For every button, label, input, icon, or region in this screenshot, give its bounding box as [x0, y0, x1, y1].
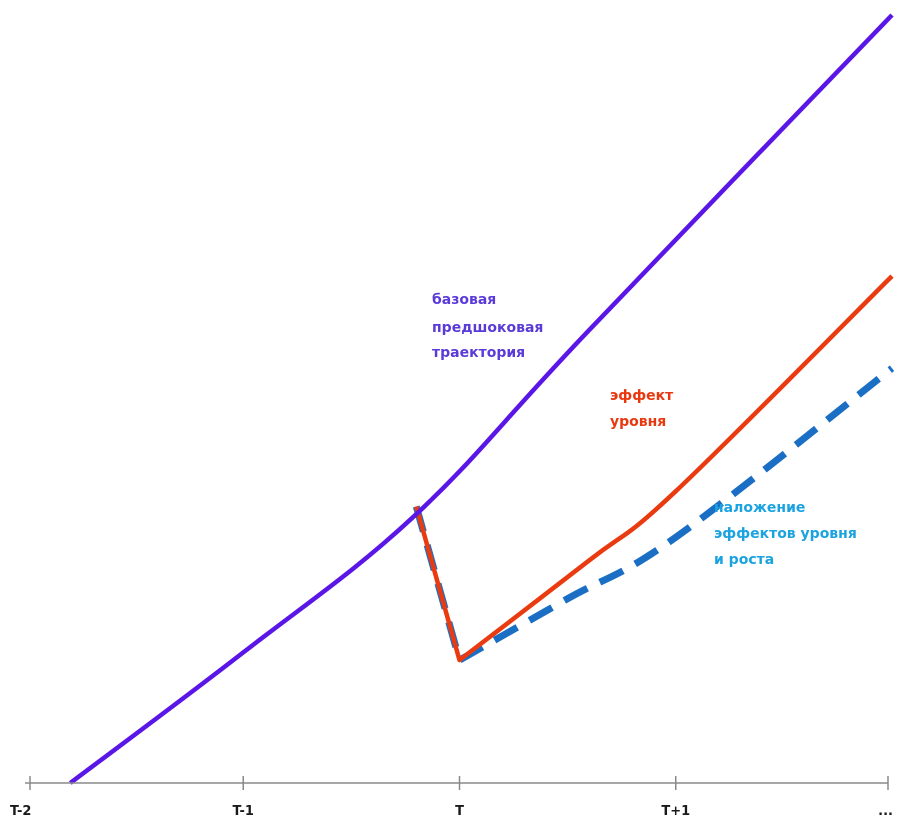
x-tick-label: ...: [878, 804, 893, 819]
x-ticks: T-2 T-1 T T+1...: [10, 776, 893, 819]
series-line-combined-effect: [412, 365, 895, 664]
x-tick-label: T+1: [661, 804, 690, 819]
annotation-level-effect-line-1: эффект: [610, 388, 674, 404]
annotation-combined-effect: наложение эффектов уровня и роста: [714, 500, 862, 568]
series-line-level-effect: [414, 274, 894, 663]
annotation-combined-effect-line-3: и роста: [714, 552, 774, 568]
annotation-baseline-line-3: траектория: [432, 345, 525, 361]
series-layer: [68, 13, 895, 785]
annotation-baseline: базовая предшоковая траектория: [432, 292, 548, 361]
annotation-combined-effect-line-2: эффектов уровня: [714, 526, 857, 542]
annotation-baseline-line-1: базовая: [432, 292, 496, 308]
x-tick-label: T: [455, 804, 464, 819]
series-line-baseline: [68, 13, 894, 785]
x-tick-label: T-2: [10, 804, 31, 819]
annotation-baseline-line-2: предшоковая: [432, 320, 543, 336]
annotation-level-effect: эффект уровня: [610, 388, 678, 430]
annotation-level-effect-line-2: уровня: [610, 414, 666, 430]
x-tick-label: T-1: [233, 804, 254, 819]
annotation-combined-effect-line-1: наложение: [714, 500, 805, 516]
